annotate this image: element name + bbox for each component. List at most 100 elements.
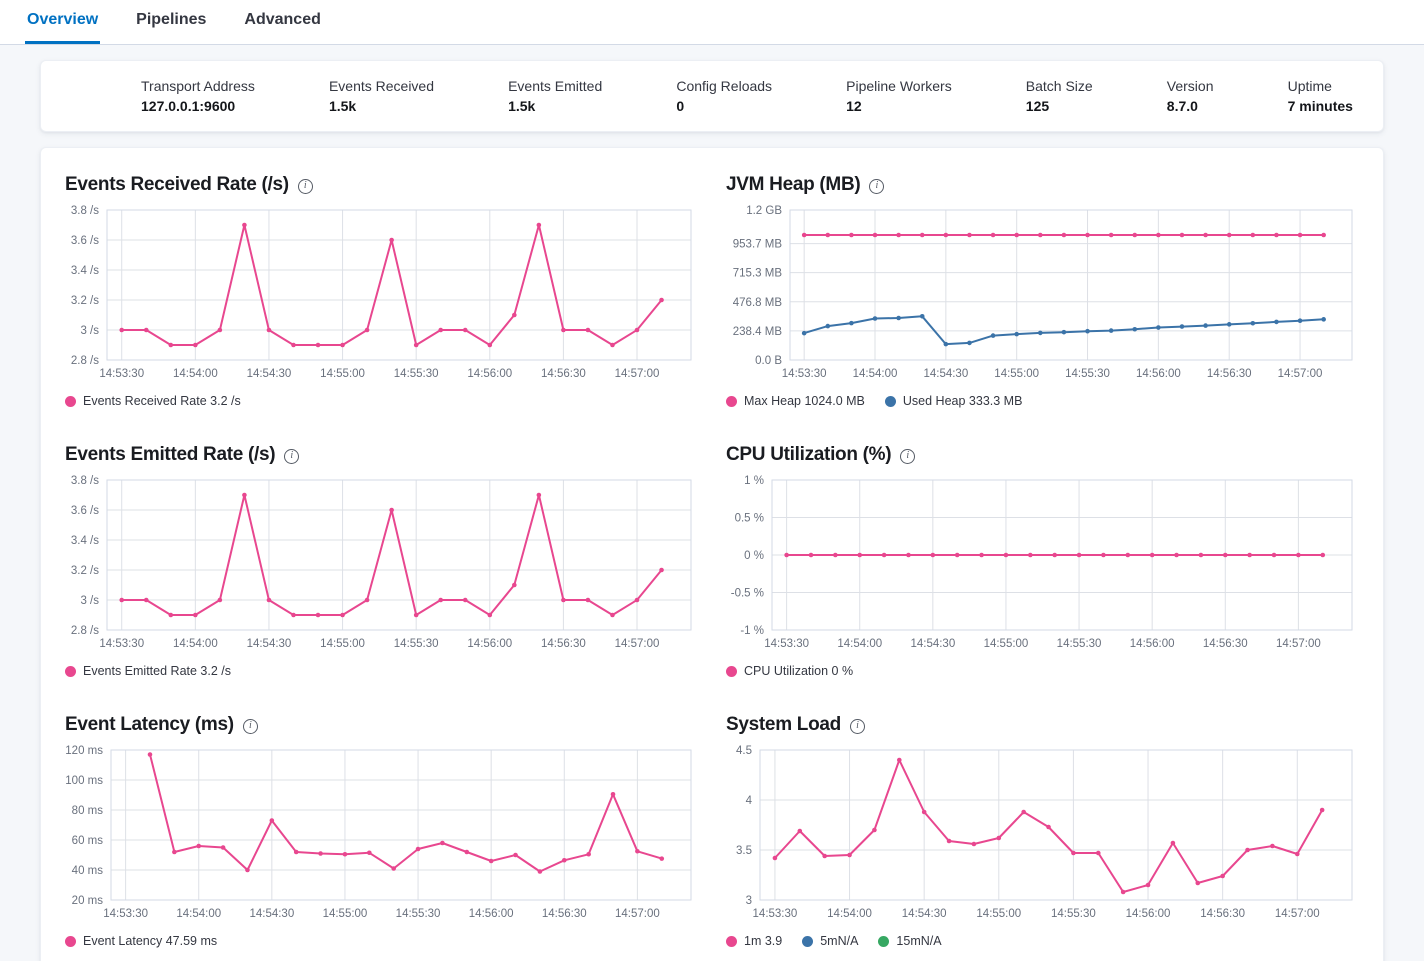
svg-text:14:54:30: 14:54:30 <box>247 368 292 380</box>
svg-text:14:54:30: 14:54:30 <box>247 638 292 650</box>
legend-dot-icon <box>726 665 737 677</box>
svg-text:14:56:30: 14:56:30 <box>541 638 586 650</box>
line-chart[interactable]: 2.8 /s 3 /s 3.2 /s 3.4 /s 3.6 /s 3.8 /s 14:53:… <box>65 474 698 656</box>
svg-text:120 ms: 120 ms <box>65 745 103 757</box>
stat-label: Transport Address <box>141 77 255 94</box>
line-chart[interactable]: -1 % -0.5 % 0 % 0.5 % 1 % 14:53:30 14:54:00 14:… <box>726 474 1359 656</box>
svg-text:14:53:30: 14:53:30 <box>103 908 148 920</box>
stat-label: Events Emitted <box>508 77 603 94</box>
chart-jvm-heap: JVM Heap (MB) i 0.0 B 238.4 MB 476.8 MB 715… <box>726 172 1359 412</box>
chart-title: Events Emitted Rate (/s) <box>65 444 276 465</box>
svg-text:14:55:00: 14:55:00 <box>323 908 368 920</box>
svg-text:14:54:00: 14:54:00 <box>173 368 218 380</box>
legend-item[interactable]: 1m 3.9 <box>726 934 782 948</box>
svg-text:14:57:00: 14:57:00 <box>615 908 660 920</box>
info-icon[interactable]: i <box>900 448 916 464</box>
legend-item[interactable]: Events Emitted Rate 3.2 /s <box>65 664 231 678</box>
svg-text:476.8 MB: 476.8 MB <box>733 297 783 309</box>
chart-title: Events Received Rate (/s) <box>65 174 289 195</box>
legend-item[interactable]: 15mN/A <box>878 934 942 948</box>
chart-header: Events Emitted Rate (/s) i <box>65 442 698 468</box>
legend-dot-icon <box>65 665 76 677</box>
svg-text:3: 3 <box>746 895 752 907</box>
stat-label: Config Reloads <box>676 77 773 94</box>
stat-value: 7 minutes <box>1287 98 1353 114</box>
svg-text:3.4 /s: 3.4 /s <box>71 535 99 547</box>
tab-overview[interactable]: Overview <box>25 1 101 44</box>
info-icon[interactable]: i <box>297 178 313 194</box>
info-icon[interactable]: i <box>284 448 300 464</box>
svg-text:3.5: 3.5 <box>736 845 752 857</box>
stat-value: 125 <box>1025 98 1050 114</box>
svg-text:3.6 /s: 3.6 /s <box>71 235 99 247</box>
chart-legend: Events Emitted Rate 3.2 /s <box>65 660 698 682</box>
info-icon[interactable]: i <box>849 718 865 734</box>
legend-dot-icon <box>726 395 737 407</box>
svg-text:14:54:00: 14:54:00 <box>827 908 872 920</box>
legend-item[interactable]: Used Heap 333.3 MB <box>884 394 1022 408</box>
legend-item[interactable]: Max Heap 1024.0 MB <box>726 394 865 408</box>
svg-text:3.8 /s: 3.8 /s <box>71 475 99 487</box>
chart-system-load: System Load i 3 3.5 4 4.5 14:53:30 14:54:00 14… <box>726 712 1359 952</box>
line-chart[interactable]: 20 ms 40 ms 60 ms 80 ms 100 ms 120 ms 14:53:30… <box>65 744 698 926</box>
chart-legend: Events Received Rate 3.2 /s <box>65 390 698 412</box>
svg-text:100 ms: 100 ms <box>65 775 103 787</box>
charts-panel: Events Received Rate (/s) i 2.8 /s 3 /s 3.… <box>40 147 1384 961</box>
svg-text:4.5: 4.5 <box>736 745 752 757</box>
stat-value: 1.5k <box>328 98 357 114</box>
info-icon[interactable]: i <box>242 718 258 734</box>
svg-text:14:56:30: 14:56:30 <box>542 908 587 920</box>
stat-value: 8.7.0 <box>1166 98 1198 114</box>
legend-label: Event Latency 47.59 ms <box>83 934 218 948</box>
svg-text:14:55:00: 14:55:00 <box>320 638 365 650</box>
chart-legend: Event Latency 47.59 ms <box>65 930 698 952</box>
legend-label: 5mN/A <box>820 934 859 948</box>
chart-legend: Max Heap 1024.0 MB Used Heap 333.3 MB <box>726 390 1359 412</box>
line-chart[interactable]: 3 3.5 4 4.5 14:53:30 14:54:00 14:54:30 14:55:00… <box>726 744 1359 926</box>
legend-item[interactable]: Event Latency 47.59 ms <box>65 934 217 948</box>
svg-text:60 ms: 60 ms <box>72 835 104 847</box>
svg-text:14:56:30: 14:56:30 <box>541 368 586 380</box>
svg-text:3.6 /s: 3.6 /s <box>71 505 99 517</box>
svg-text:14:54:30: 14:54:30 <box>923 368 968 380</box>
svg-text:40 ms: 40 ms <box>72 865 104 877</box>
svg-text:2.8 /s: 2.8 /s <box>71 625 99 637</box>
stat-value: 127.0.0.1:9600 <box>141 98 236 114</box>
svg-text:3.2 /s: 3.2 /s <box>71 295 99 307</box>
chart-event-latency: Event Latency (ms) i 20 ms 40 ms 60 ms 80 m… <box>65 712 698 952</box>
line-chart[interactable]: 2.8 /s 3 /s 3.2 /s 3.4 /s 3.6 /s 3.8 /s 14:53:… <box>65 204 698 386</box>
svg-text:1 %: 1 % <box>744 475 764 487</box>
svg-text:14:53:30: 14:53:30 <box>782 368 827 380</box>
svg-text:3.4 /s: 3.4 /s <box>71 265 99 277</box>
svg-text:20 ms: 20 ms <box>72 895 104 907</box>
info-icon[interactable]: i <box>869 178 885 194</box>
chart-title: System Load <box>726 714 841 735</box>
legend-label: CPU Utilization 0 % <box>744 664 854 678</box>
chart-title: CPU Utilization (%) <box>726 444 892 465</box>
legend-label: 15mN/A <box>896 934 942 948</box>
chart-header: JVM Heap (MB) i <box>726 172 1359 198</box>
tab-advanced[interactable]: Advanced <box>244 11 321 28</box>
svg-text:-1 %: -1 % <box>740 625 764 637</box>
line-chart[interactable]: 0.0 B 238.4 MB 476.8 MB 715.3 MB 953.7 MB 1.2… <box>726 204 1359 386</box>
stat-uptime: Uptime 7 minutes <box>1288 76 1353 117</box>
svg-text:2.8 /s: 2.8 /s <box>71 355 99 367</box>
stat-value: 0 <box>676 98 685 114</box>
chart-title: JVM Heap (MB) <box>726 174 861 195</box>
svg-text:4: 4 <box>746 795 753 807</box>
svg-text:14:57:00: 14:57:00 <box>1278 368 1323 380</box>
svg-text:14:54:30: 14:54:30 <box>902 908 947 920</box>
stat-label: Pipeline Workers <box>846 77 952 94</box>
svg-text:0.0 B: 0.0 B <box>755 355 782 367</box>
legend-item[interactable]: 5mN/A <box>802 934 858 948</box>
svg-text:14:53:30: 14:53:30 <box>764 638 809 650</box>
legend-label: Max Heap 1024.0 MB <box>744 394 865 408</box>
chart-events-emitted-rate: Events Emitted Rate (/s) i 2.8 /s 3 /s 3.2… <box>65 442 698 682</box>
legend-item[interactable]: Events Received Rate 3.2 /s <box>65 394 241 408</box>
svg-text:0 %: 0 % <box>744 550 764 562</box>
legend-item[interactable]: CPU Utilization 0 % <box>726 664 853 678</box>
svg-text:14:56:00: 14:56:00 <box>467 638 512 650</box>
svg-text:14:56:30: 14:56:30 <box>1200 908 1245 920</box>
legend-dot-icon <box>878 935 890 947</box>
tab-pipelines[interactable]: Pipelines <box>136 11 207 28</box>
